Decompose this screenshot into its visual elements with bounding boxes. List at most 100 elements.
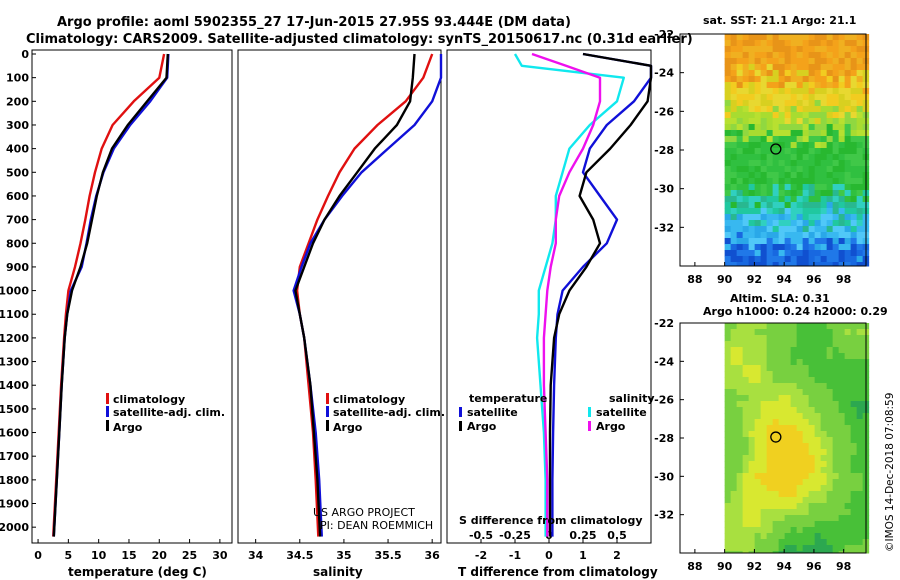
x-tick-label: 96 bbox=[806, 273, 822, 286]
map-cell bbox=[826, 136, 834, 143]
map-cell bbox=[772, 443, 780, 450]
map-cell bbox=[748, 419, 756, 426]
map-cell bbox=[838, 431, 846, 438]
map-cell bbox=[826, 509, 834, 516]
map-cell bbox=[808, 521, 816, 528]
map-cell bbox=[748, 184, 756, 191]
map-cell bbox=[748, 533, 756, 540]
map-cell bbox=[748, 220, 756, 227]
map-cell bbox=[856, 130, 864, 137]
map-cell bbox=[784, 166, 792, 173]
x-tick-label: 2 bbox=[613, 549, 621, 562]
map-cell bbox=[760, 106, 768, 113]
map-cell bbox=[736, 449, 744, 456]
map-cell bbox=[832, 539, 840, 546]
map-cell bbox=[790, 136, 798, 143]
map-cell bbox=[832, 70, 840, 77]
sla-map-title: Altim. SLA: 0.31 bbox=[730, 292, 830, 305]
x-tick-label: 34 bbox=[248, 549, 264, 562]
map-cell bbox=[784, 509, 792, 516]
map-cell bbox=[742, 467, 750, 474]
x-tick-label: 0 bbox=[34, 549, 42, 562]
map-cell bbox=[856, 551, 864, 554]
map-cell bbox=[748, 491, 756, 498]
map-cell bbox=[778, 479, 786, 486]
map-cell bbox=[790, 166, 798, 173]
map-cell bbox=[766, 347, 774, 354]
map-cell bbox=[802, 148, 810, 155]
map-cell bbox=[790, 76, 798, 83]
map-cell bbox=[736, 166, 744, 173]
map-cell bbox=[850, 100, 858, 107]
map-cell bbox=[844, 383, 852, 390]
map-cell bbox=[796, 515, 804, 522]
map-cell bbox=[802, 419, 810, 426]
map-cell bbox=[736, 503, 744, 510]
map-cell bbox=[832, 485, 840, 492]
map-cell bbox=[742, 389, 750, 396]
map-cell bbox=[772, 154, 780, 161]
series-climatology bbox=[295, 53, 434, 537]
map-cell bbox=[742, 142, 750, 149]
map-cell bbox=[790, 178, 798, 185]
map-cell bbox=[772, 112, 780, 119]
map-cell bbox=[826, 154, 834, 161]
map-cell bbox=[820, 461, 828, 468]
map-cell bbox=[760, 250, 768, 257]
legend-swatch-t-satellite bbox=[459, 407, 462, 417]
map-cell bbox=[838, 479, 846, 486]
map-cell bbox=[760, 244, 768, 251]
map-cell bbox=[820, 190, 828, 197]
map-cell bbox=[742, 154, 750, 161]
map-cell bbox=[724, 184, 732, 191]
map-cell bbox=[844, 88, 852, 95]
map-cell bbox=[724, 124, 732, 131]
map-cell bbox=[754, 100, 762, 107]
map-cell bbox=[802, 250, 810, 257]
map-cell bbox=[778, 106, 786, 113]
map-cell bbox=[724, 232, 732, 239]
map-cell bbox=[796, 88, 804, 95]
map-cell bbox=[814, 208, 822, 215]
map-cell bbox=[742, 160, 750, 167]
map-cell bbox=[742, 551, 750, 554]
map-cell bbox=[844, 509, 852, 516]
map-cell bbox=[820, 106, 828, 113]
map-cell bbox=[802, 94, 810, 101]
map-cell bbox=[766, 214, 774, 221]
map-cell bbox=[802, 46, 810, 53]
map-cell bbox=[826, 419, 834, 426]
map-cell bbox=[724, 154, 732, 161]
map-cell bbox=[766, 485, 774, 492]
x2-tick-label: -0.5 bbox=[469, 529, 493, 542]
map-cell bbox=[736, 533, 744, 540]
map-cell bbox=[826, 148, 834, 155]
map-cell bbox=[850, 130, 858, 137]
map-cell bbox=[778, 461, 786, 468]
map-cell bbox=[856, 136, 864, 143]
map-cell bbox=[814, 461, 822, 468]
map-cell bbox=[742, 214, 750, 221]
map-cell bbox=[730, 142, 738, 149]
map-cell bbox=[778, 437, 786, 444]
map-cell bbox=[724, 479, 732, 486]
map-cell bbox=[820, 64, 828, 71]
map-cell bbox=[856, 395, 864, 402]
map-cell bbox=[820, 262, 828, 267]
map-cell bbox=[820, 160, 828, 167]
map-cell bbox=[814, 64, 822, 71]
map-cell bbox=[814, 76, 822, 83]
map-cell bbox=[724, 100, 732, 107]
y-tick-label: 1900 bbox=[0, 498, 29, 511]
map-cell bbox=[754, 40, 762, 47]
map-cell bbox=[766, 52, 774, 59]
map-cell bbox=[796, 503, 804, 510]
x-tick-label: 15 bbox=[121, 549, 136, 562]
map-cell bbox=[766, 130, 774, 137]
map-cell bbox=[850, 178, 858, 185]
map-cell bbox=[772, 118, 780, 125]
map-cell bbox=[754, 527, 762, 534]
map-cell bbox=[760, 226, 768, 233]
map-cell bbox=[820, 178, 828, 185]
map-cell bbox=[838, 551, 846, 554]
